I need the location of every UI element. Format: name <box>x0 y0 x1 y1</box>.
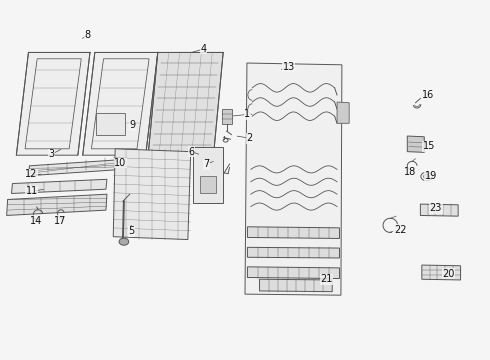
Polygon shape <box>113 149 191 239</box>
Polygon shape <box>16 53 90 155</box>
Text: 7: 7 <box>203 159 209 169</box>
Text: 22: 22 <box>394 225 406 235</box>
Polygon shape <box>337 102 349 123</box>
Polygon shape <box>247 247 340 258</box>
Text: 20: 20 <box>442 269 455 279</box>
Polygon shape <box>148 53 223 155</box>
Text: 1: 1 <box>245 109 250 120</box>
Text: 16: 16 <box>422 90 434 100</box>
Text: 15: 15 <box>423 141 435 151</box>
Polygon shape <box>260 279 332 292</box>
Circle shape <box>119 238 129 245</box>
Text: 13: 13 <box>282 62 294 72</box>
Circle shape <box>424 174 430 179</box>
Polygon shape <box>247 227 340 238</box>
Text: 12: 12 <box>24 169 37 179</box>
Polygon shape <box>7 194 107 215</box>
Text: 10: 10 <box>114 158 126 168</box>
Polygon shape <box>407 136 424 152</box>
Text: 6: 6 <box>189 147 195 157</box>
Polygon shape <box>422 265 461 280</box>
Polygon shape <box>11 179 107 193</box>
Text: 2: 2 <box>247 133 253 143</box>
Polygon shape <box>83 53 158 155</box>
Text: 19: 19 <box>425 171 437 181</box>
Text: 11: 11 <box>25 186 38 196</box>
Text: 18: 18 <box>404 167 416 177</box>
Polygon shape <box>222 109 232 124</box>
Polygon shape <box>96 113 125 135</box>
Text: 4: 4 <box>201 44 207 54</box>
Text: 14: 14 <box>29 216 42 226</box>
Text: 23: 23 <box>430 203 442 213</box>
Polygon shape <box>193 147 223 203</box>
Polygon shape <box>200 176 216 193</box>
Text: 5: 5 <box>128 226 134 237</box>
Text: 17: 17 <box>54 216 66 226</box>
Text: 8: 8 <box>84 30 91 40</box>
Polygon shape <box>420 204 458 216</box>
Text: 3: 3 <box>48 149 54 159</box>
Polygon shape <box>28 159 124 176</box>
Polygon shape <box>247 267 340 279</box>
Text: 21: 21 <box>320 274 333 284</box>
Polygon shape <box>245 63 342 295</box>
Text: 9: 9 <box>129 120 136 130</box>
